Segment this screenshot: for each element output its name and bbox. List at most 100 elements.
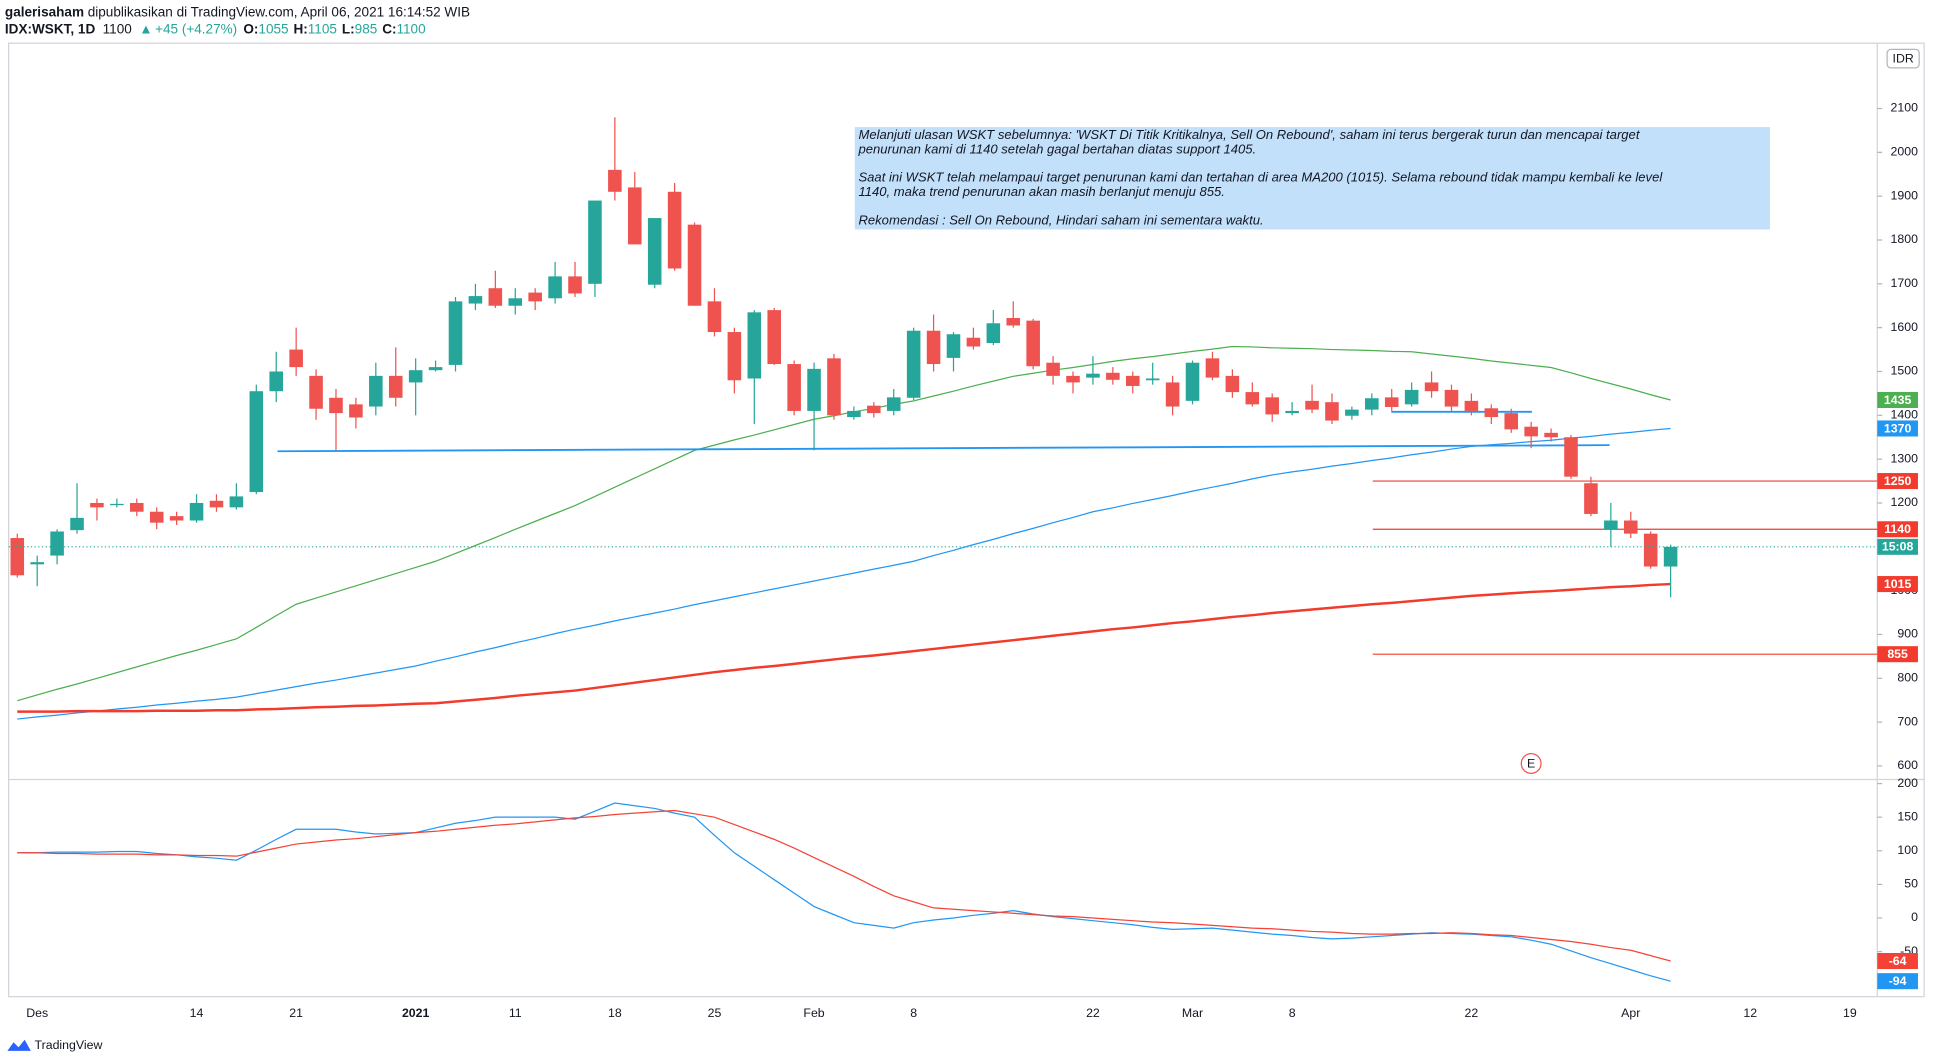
candle-body (1384, 397, 1399, 407)
y-tick-label: 1300 (1891, 451, 1919, 465)
candle-body (408, 370, 423, 383)
candle-body (369, 375, 383, 407)
ma-value-label: 1435 (1884, 393, 1912, 407)
candle-body (90, 502, 104, 508)
candle-body (946, 334, 961, 358)
candle-body (110, 503, 124, 506)
candle-body (867, 405, 881, 414)
candle-body (1305, 400, 1319, 410)
x-tick-label: 19 (1843, 1006, 1857, 1020)
currency[interactable]: IDR (1893, 51, 1914, 65)
indicator-value-label: -64 (1889, 954, 1907, 968)
x-tick-label: 18 (608, 1006, 622, 1020)
x-tick-label: 21 (289, 1006, 303, 1020)
level-label-box (1877, 646, 1918, 663)
candle-body (229, 496, 244, 508)
candle-body (468, 296, 483, 304)
level-label-box (1877, 521, 1918, 538)
candle-body (707, 301, 722, 333)
candle-body (1365, 398, 1379, 410)
line (17, 345, 1671, 702)
x-tick-label: 14 (190, 1006, 204, 1020)
line (17, 582, 1671, 713)
y-tick-label: 2000 (1891, 145, 1919, 159)
candle-body (189, 502, 204, 521)
x-tick-label: 12 (1743, 1006, 1757, 1020)
ohlc-label: L: (342, 21, 355, 36)
candle-body (1245, 392, 1260, 405)
candle-body (1444, 389, 1459, 407)
indicator-value-label-box (1877, 973, 1918, 990)
candle-body (1185, 362, 1200, 401)
y-tick-label: 150 (1897, 809, 1918, 823)
candle-body (209, 500, 224, 508)
change: +45 (+4.27%) (155, 21, 237, 36)
candle-body (1066, 375, 1080, 383)
candle-body (1285, 410, 1299, 414)
y-tick-label: 1700 (1891, 276, 1919, 290)
x-tick-label: 2021 (402, 1006, 430, 1020)
y-tick-label: 50 (1904, 877, 1918, 891)
event-marker-label: E (1527, 756, 1535, 770)
indicator-value-label-box (1877, 952, 1918, 970)
line (17, 809, 1671, 962)
candle-body (787, 364, 801, 411)
candle-body (986, 323, 1001, 343)
y-tick-label: 1800 (1891, 232, 1919, 246)
published: dipublikasikan di TradingView.com, April… (88, 4, 470, 19)
candle-body (647, 218, 662, 285)
ohlc-label: O: (243, 21, 258, 36)
y-tick-label: 1200 (1891, 495, 1919, 509)
candle-body (608, 169, 622, 192)
candle-body (687, 224, 702, 306)
y-tick-label: 1500 (1891, 364, 1919, 378)
annotation-text: Saat ini WSKT telah melampaui target pen… (858, 170, 1663, 185)
candle-body (627, 187, 642, 245)
candle-body (289, 349, 303, 368)
candle-body (767, 310, 782, 365)
indicator-value-label: -94 (1889, 974, 1907, 988)
candle-body (488, 288, 503, 306)
candle-body (588, 200, 602, 284)
candle-body (1623, 520, 1638, 534)
event-marker (1520, 753, 1542, 774)
ma-value-label: 1370 (1884, 421, 1912, 435)
y-tick-label: 800 (1897, 671, 1918, 685)
currency-box[interactable] (1886, 48, 1920, 69)
ohlc-label: H: (293, 21, 307, 36)
annotation-text: Rekomendasi : Sell On Rebound, Hindari s… (858, 212, 1263, 227)
candle-body (1544, 432, 1558, 438)
ohlc-value: 985 (355, 21, 378, 36)
x-tick-label: Feb (803, 1006, 824, 1020)
candle-body (309, 375, 323, 409)
ma-value-label-box (1877, 576, 1918, 593)
candle-body (1604, 520, 1618, 530)
candle-body (667, 191, 682, 269)
candle-body (1584, 483, 1598, 514)
candle-body (30, 562, 44, 565)
author: galerisaham (5, 4, 84, 19)
candle-body (847, 410, 861, 418)
candle-body (1026, 320, 1040, 367)
brand: TradingView (35, 1038, 103, 1052)
candle-body (70, 517, 84, 531)
candle-body (1006, 318, 1021, 326)
symbol: IDX:WSKT, 1D (5, 21, 96, 36)
candle-body (548, 276, 562, 299)
y-tick-label: 1400 (1891, 408, 1919, 422)
candle-body (1325, 402, 1339, 421)
candle-body (50, 531, 64, 556)
level-label: 855 (1887, 647, 1908, 661)
candle-body (1424, 382, 1439, 392)
candle-body (886, 397, 901, 411)
candle-body (568, 276, 582, 294)
candle-body (169, 516, 184, 521)
candle-body (906, 330, 921, 398)
x-tick-label: 8 (910, 1006, 917, 1020)
y-tick-label: 900 (1897, 627, 1918, 641)
x-tick-label: 11 (509, 1006, 522, 1020)
x-tick-label: 25 (708, 1006, 722, 1020)
header-line-2: IDX:WSKT, 1D 1100 ▲ +45 (+4.27%) O:1055 H:110… (5, 21, 426, 36)
ohlc-value: 1100 (396, 21, 425, 36)
candle-body (1086, 373, 1100, 378)
